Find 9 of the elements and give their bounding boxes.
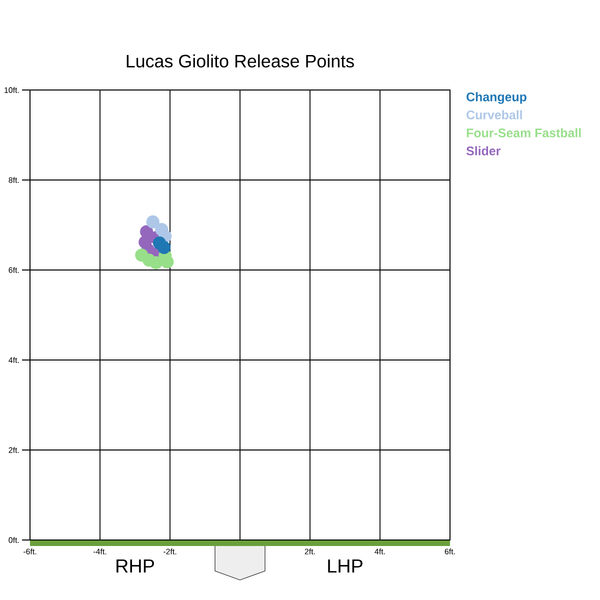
point	[146, 215, 160, 228]
text: Four-Seam Fastball	[466, 128, 581, 138]
text: LHP	[328, 560, 362, 573]
point	[157, 240, 171, 254]
chart-title: Lucas Giolito Release Points	[126, 54, 354, 68]
text: Slider	[466, 146, 500, 156]
text: Changeup	[466, 92, 526, 104]
text: RHP	[116, 560, 154, 573]
text: Curveball	[466, 110, 522, 120]
